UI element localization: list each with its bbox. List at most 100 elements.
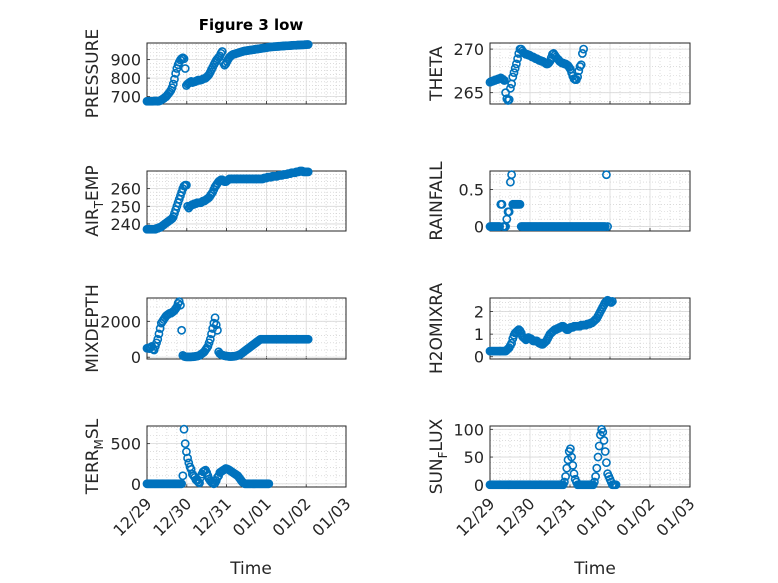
y-tick-label: 2000 bbox=[100, 312, 141, 331]
y-tick-label: 250 bbox=[110, 197, 141, 216]
data-point bbox=[507, 338, 516, 348]
y-axis-label: THETA bbox=[427, 46, 447, 102]
data-point bbox=[180, 439, 190, 449]
y-tick-label: 0 bbox=[131, 475, 141, 494]
data-point bbox=[515, 199, 525, 209]
data-point bbox=[205, 334, 215, 344]
y-axis-label: SUNFLUX bbox=[427, 418, 450, 494]
y-axis-label: MIXDEPTH bbox=[83, 284, 103, 373]
data-point bbox=[507, 170, 516, 180]
data-point bbox=[495, 222, 504, 231]
data-point bbox=[578, 49, 587, 58]
data-point bbox=[606, 298, 616, 307]
y-tick-label: 800 bbox=[110, 69, 141, 88]
data-point bbox=[168, 79, 178, 89]
data-point bbox=[611, 480, 621, 490]
x-tick-label: 01/03 bbox=[652, 494, 698, 540]
subplot-5: 0 1 2 H2OMIXRA bbox=[427, 283, 691, 374]
data-point bbox=[499, 76, 509, 85]
axes-frame bbox=[489, 170, 691, 232]
data-point bbox=[183, 453, 192, 463]
xlabel-right: Time bbox=[573, 559, 616, 579]
data-point bbox=[591, 472, 600, 481]
x-tick-label: 12/30 bbox=[149, 494, 195, 540]
data-point bbox=[505, 83, 515, 93]
data-point bbox=[179, 54, 189, 64]
data-point bbox=[590, 477, 599, 487]
y-axis-label: H2OMIXRA bbox=[427, 283, 447, 374]
data-point bbox=[182, 180, 191, 190]
y-tick-label: 265 bbox=[453, 84, 484, 103]
data-point bbox=[167, 83, 177, 93]
data-point bbox=[598, 427, 608, 437]
data-point bbox=[561, 472, 570, 481]
y-tick-label: 260 bbox=[110, 180, 141, 199]
x-tick-label: 01/02 bbox=[612, 494, 658, 540]
x-tick-label: 12/31 bbox=[532, 494, 578, 540]
data-point bbox=[602, 170, 611, 180]
data-point bbox=[178, 471, 188, 481]
data-point bbox=[566, 444, 575, 454]
data-point bbox=[579, 44, 588, 54]
data-point bbox=[213, 325, 222, 335]
y-tick-label: 0 bbox=[474, 218, 484, 237]
data-point bbox=[567, 452, 576, 462]
x-tick-label: 12/30 bbox=[492, 494, 538, 540]
y-tick-label: 0 bbox=[131, 348, 141, 367]
y-tick-label: 270 bbox=[453, 40, 484, 59]
data-point bbox=[603, 222, 612, 231]
data-point bbox=[171, 68, 181, 78]
y-axis-label: AIRTEMP bbox=[83, 165, 106, 236]
y-tick-label: 100 bbox=[453, 420, 484, 439]
data-point bbox=[573, 72, 582, 82]
y-tick-label: 50 bbox=[464, 448, 484, 467]
data-point bbox=[303, 167, 313, 177]
data-point bbox=[180, 64, 190, 73]
data-point bbox=[513, 54, 522, 64]
data-point bbox=[154, 329, 164, 339]
data-point bbox=[303, 334, 313, 344]
data-point bbox=[600, 447, 610, 456]
data-point bbox=[510, 63, 520, 73]
y-axis-label: RAINFALL bbox=[427, 161, 447, 241]
x-tick-label: 01/01 bbox=[229, 494, 275, 540]
data-point bbox=[599, 436, 609, 445]
data-point bbox=[153, 334, 163, 344]
data-point bbox=[501, 88, 510, 98]
y-tick-label: 1 bbox=[474, 325, 484, 344]
data-point bbox=[497, 199, 507, 209]
x-tick-label: 01/01 bbox=[572, 494, 618, 540]
data-point bbox=[176, 300, 185, 310]
data-point bbox=[594, 441, 604, 451]
x-tick-label: 12/29 bbox=[452, 494, 498, 540]
data-point bbox=[560, 477, 569, 487]
y-tick-label: 900 bbox=[110, 51, 141, 70]
figure-title: Figure 3 low bbox=[199, 16, 304, 34]
data-point bbox=[592, 463, 602, 473]
x-tick-label: 01/03 bbox=[308, 494, 354, 540]
y-tick-label: 0.5 bbox=[459, 181, 484, 200]
data-point bbox=[303, 40, 313, 49]
subplot-3: 0 0.5 RAINFALL bbox=[427, 161, 691, 241]
data-point bbox=[508, 72, 518, 82]
data-point bbox=[569, 469, 579, 479]
y-tick-label: 0 bbox=[474, 476, 484, 495]
data-point bbox=[179, 424, 189, 434]
axes-frame bbox=[489, 297, 691, 360]
data-point bbox=[211, 320, 221, 330]
data-point bbox=[504, 207, 514, 217]
data-point bbox=[504, 95, 514, 105]
data-point bbox=[608, 296, 617, 306]
data-point bbox=[593, 452, 603, 462]
data-point bbox=[170, 74, 179, 84]
data-point bbox=[509, 68, 519, 78]
axes-frame bbox=[146, 297, 347, 360]
subplot-1: 265 270 THETA bbox=[427, 40, 691, 105]
y-tick-label: 240 bbox=[110, 215, 141, 234]
axes-frame bbox=[146, 170, 347, 232]
y-axis-label: TERRMSL bbox=[83, 418, 106, 495]
data-point bbox=[568, 460, 578, 470]
y-tick-label: 2 bbox=[474, 303, 484, 322]
